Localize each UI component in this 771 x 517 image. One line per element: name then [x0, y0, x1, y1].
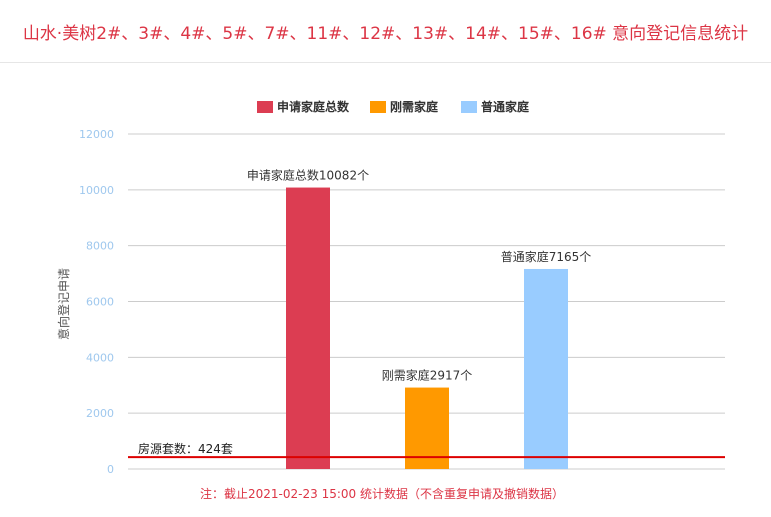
legend-item[interactable]: 申请家庭总数	[257, 99, 350, 114]
page-title: 山水·美树2#、3#、4#、5#、7#、11#、12#、13#、14#、15#、…	[22, 24, 749, 44]
bar-3[interactable]	[524, 268, 568, 469]
y-tick-label: 4000	[86, 351, 114, 364]
y-tick-label: 2000	[86, 407, 114, 420]
chart-bars	[286, 187, 568, 469]
legend-label: 申请家庭总数	[277, 99, 350, 114]
y-tick-label: 8000	[86, 240, 114, 253]
legend-item[interactable]: 普通家庭	[461, 99, 529, 114]
bar-2[interactable]	[405, 387, 449, 469]
y-tick-label: 0	[107, 463, 114, 476]
bar-chart: 申请家庭总数 刚需家庭 普通家庭 0 2000 4000 6000 8000 10000 120…	[56, 99, 725, 501]
legend-swatch	[257, 101, 273, 113]
y-tick-label: 6000	[86, 296, 114, 309]
bar-1[interactable]	[286, 187, 330, 469]
legend-label: 普通家庭	[481, 99, 529, 114]
y-axis-label: 意向登记申请	[56, 268, 71, 340]
legend-label: 刚需家庭	[390, 99, 438, 114]
chart-grid	[128, 133, 725, 470]
y-tick-label: 12000	[79, 128, 114, 141]
chart-legend: 申请家庭总数 刚需家庭 普通家庭	[257, 99, 529, 114]
plot-line-group: 房源套数：424套	[128, 441, 725, 459]
data-label: 申请家庭总数10082个	[247, 168, 369, 183]
title-bar: 山水·美树2#、3#、4#、5#、7#、11#、12#、13#、14#、15#、…	[0, 0, 771, 63]
legend-swatch	[370, 101, 386, 113]
chart-footnote: 注：截止2021-02-23 15:00 统计数据（不含重复申请及撤销数据）	[200, 486, 564, 501]
legend-swatch	[461, 101, 477, 113]
y-axis-ticks: 0 2000 4000 6000 8000 10000 12000	[79, 128, 114, 476]
plot-line-label: 房源套数：424套	[138, 441, 233, 456]
data-label: 普通家庭7165个	[501, 249, 592, 264]
data-label: 刚需家庭2917个	[382, 368, 473, 383]
legend-item[interactable]: 刚需家庭	[370, 99, 438, 114]
y-tick-label: 10000	[79, 184, 114, 197]
